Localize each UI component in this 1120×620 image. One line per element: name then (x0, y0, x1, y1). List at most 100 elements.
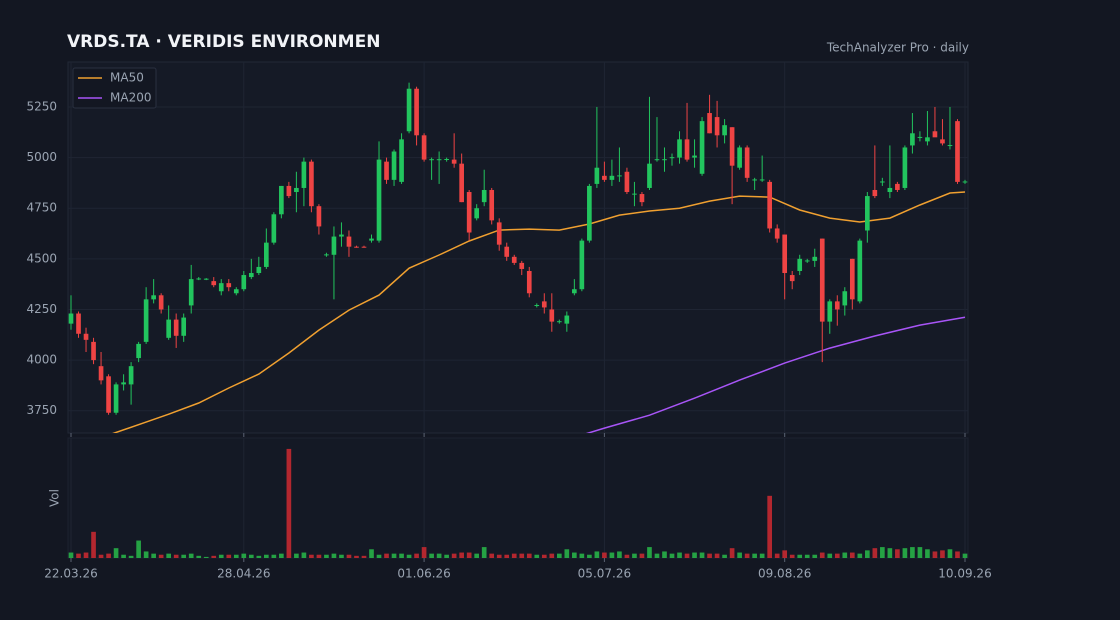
candle-body (602, 175, 607, 180)
candle-body (279, 185, 284, 215)
x-tick-label: 28.04.26 (217, 567, 270, 581)
candle-body (421, 135, 427, 160)
candle-body (384, 161, 389, 180)
candle-body (158, 295, 164, 310)
volume-bar (782, 550, 788, 558)
volume-bar (309, 554, 314, 558)
volume-bar (639, 553, 645, 558)
volume-bar (241, 553, 247, 558)
y-tick-label: 5250 (26, 99, 57, 113)
candle-body (587, 185, 592, 241)
ma-line (112, 191, 966, 433)
volume-bar (354, 555, 359, 558)
ma-lines (112, 191, 966, 433)
candle-body (181, 317, 187, 336)
volume-bar (925, 549, 930, 558)
candle-body (842, 291, 848, 306)
candle-body (609, 175, 615, 180)
candle-body (414, 88, 419, 136)
volume-bar (729, 548, 735, 558)
volume-bar (151, 553, 156, 558)
volume-bar (842, 552, 848, 558)
candle-body (932, 131, 938, 138)
candle-body (880, 181, 885, 183)
candle-body (624, 171, 630, 193)
volume-bar (827, 553, 833, 558)
candle-body (331, 236, 337, 255)
candle-body (466, 192, 472, 233)
candle-body (887, 187, 893, 193)
volume-bar (812, 554, 818, 558)
candle-body (489, 189, 495, 221)
volume-bar (895, 549, 900, 558)
candle-body (767, 181, 772, 229)
volume-bar (534, 554, 540, 558)
volume-bar (947, 549, 953, 558)
candle-body (203, 278, 209, 280)
volume-bar (955, 551, 960, 558)
candle-body (744, 147, 750, 178)
candle-body (504, 246, 510, 257)
volume-bar (767, 495, 772, 558)
volume-bar (857, 553, 863, 558)
candle-body (429, 159, 434, 161)
volume-bar (587, 554, 592, 558)
volume-bar (98, 554, 104, 558)
volume-bar (158, 554, 164, 558)
volume-bar (384, 553, 389, 558)
candle-body (534, 305, 540, 307)
volume-bar (556, 553, 562, 558)
candle-body (316, 206, 322, 227)
candle-body (211, 281, 217, 286)
volume-bar (136, 540, 141, 558)
volume-bar (722, 554, 727, 558)
volume-bar (699, 552, 705, 558)
candle-body (556, 321, 562, 323)
volume-bar (910, 547, 915, 558)
candle-body (594, 167, 600, 184)
chart-title: VRDS.TA · VERIDIS ENVIRONMEN (67, 32, 380, 52)
candle-body (481, 189, 487, 203)
candle-body (241, 275, 247, 290)
volume-bar (752, 553, 757, 558)
volume-bar (624, 554, 630, 558)
volume-bar (248, 554, 254, 558)
candle-body (947, 145, 953, 147)
volume-bar (361, 555, 367, 558)
candle-body (218, 283, 224, 292)
volume-bar (211, 555, 217, 558)
volume-bar (369, 549, 374, 558)
candle-body (872, 189, 878, 197)
volume-bar (474, 553, 480, 558)
volume-bar (324, 554, 329, 558)
y-tick-label: 4250 (26, 302, 57, 316)
volume-bar (196, 555, 202, 558)
candle-body (707, 113, 712, 134)
volume-bar (406, 554, 412, 558)
volume-bar (113, 548, 119, 558)
candle-body (248, 273, 254, 278)
candle-body (526, 270, 532, 294)
candle-body (166, 319, 171, 338)
volume-bar (849, 552, 855, 558)
y-tick-label: 3750 (26, 403, 57, 417)
candle-body (812, 256, 818, 261)
candle-body (68, 313, 74, 324)
volume-bar (218, 554, 224, 558)
candle-body (76, 313, 81, 334)
volume-bar (669, 553, 675, 558)
volume-bar (166, 553, 171, 558)
legend-label: MA50 (110, 71, 144, 85)
candle-body (572, 289, 577, 294)
volume-bar (226, 554, 232, 558)
candle-body (83, 333, 89, 340)
volume-bars (68, 448, 968, 558)
candle-body (399, 139, 404, 182)
candle-body (647, 163, 652, 188)
volume-bar (677, 552, 682, 558)
volume-bar (128, 555, 134, 558)
candle-body (511, 256, 517, 263)
candle-body (782, 234, 788, 274)
volume-bar (654, 553, 660, 558)
